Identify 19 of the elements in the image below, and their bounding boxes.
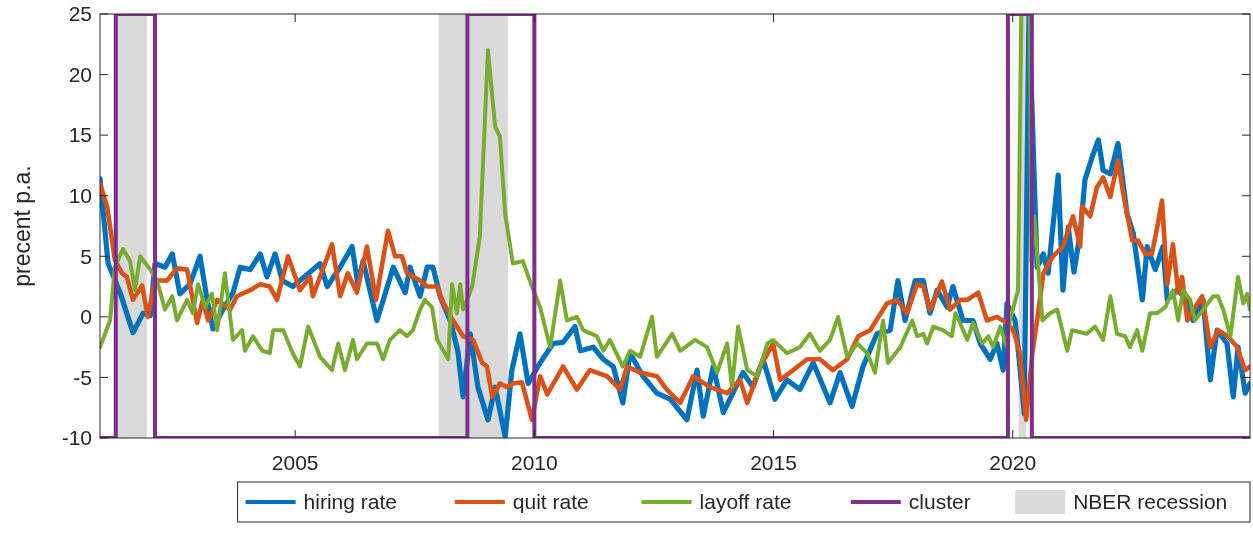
legend-label: quit rate — [512, 490, 589, 514]
x-tick-label: 2015 — [750, 451, 797, 474]
legend-label: cluster — [908, 490, 971, 514]
legend-label: NBER recession — [1073, 490, 1228, 514]
line-series — [100, 158, 1250, 423]
y-tick-label: 5 — [80, 244, 92, 268]
legend-label: hiring rate — [303, 490, 397, 514]
x-tick-label: 2005 — [271, 451, 319, 474]
y-tick-label: -10 — [61, 426, 92, 450]
x-tick-label: 2010 — [511, 451, 558, 474]
y-tick-label: -5 — [73, 365, 92, 389]
y-tick-label: 0 — [80, 305, 92, 329]
y-axis-title: precent p.a. — [9, 165, 35, 287]
x-tick-label: 2020 — [989, 451, 1037, 474]
y-tick-label: 10 — [68, 184, 92, 208]
legend-label: layoff rate — [699, 490, 792, 514]
y-tick-label: 25 — [68, 2, 92, 26]
y-tick-label: 20 — [68, 62, 92, 86]
y-tick-label: 15 — [68, 123, 92, 147]
